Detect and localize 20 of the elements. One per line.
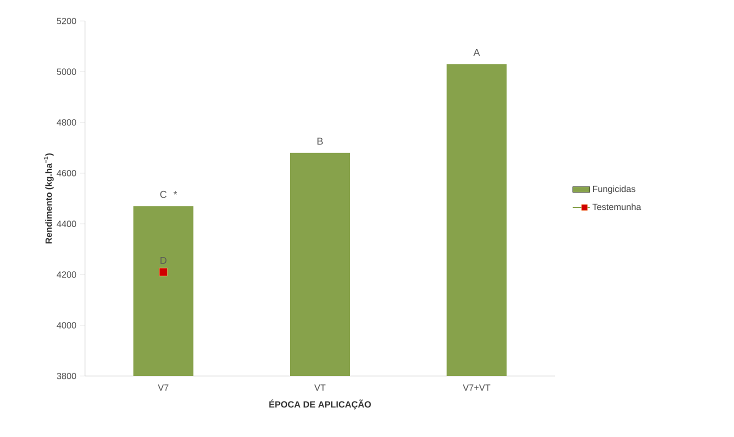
annotation: A	[473, 49, 480, 56]
y-tick-label: 4800	[56, 119, 76, 126]
annotation: B	[317, 138, 323, 145]
annotation: *	[174, 191, 178, 195]
y-tick-label: 3800	[56, 372, 76, 380]
x-tick-label: VT	[314, 384, 326, 391]
y-axis-title: Rendimento (kg.ha$^{−1}$)	[44, 153, 54, 244]
x-tick-label: V7+VT	[462, 384, 490, 391]
x-axis-title: ÉPOCA DE APLICAÇÃO	[269, 400, 371, 410]
y-tick-label: 4400	[56, 220, 76, 228]
y-tick-label: 5000	[56, 68, 76, 75]
y-tick-label: 5200	[56, 18, 76, 24]
annotation: D	[160, 256, 166, 264]
y-tick-label: 4000	[56, 322, 76, 328]
legend-label: Fungicidas	[593, 186, 636, 194]
legend-label: Testemunha	[592, 203, 642, 210]
annotation: C	[160, 190, 167, 198]
y-tick-label: 4600	[56, 170, 76, 176]
x-tick-label: V7	[158, 384, 168, 391]
y-tick-label: 4200	[56, 271, 76, 278]
